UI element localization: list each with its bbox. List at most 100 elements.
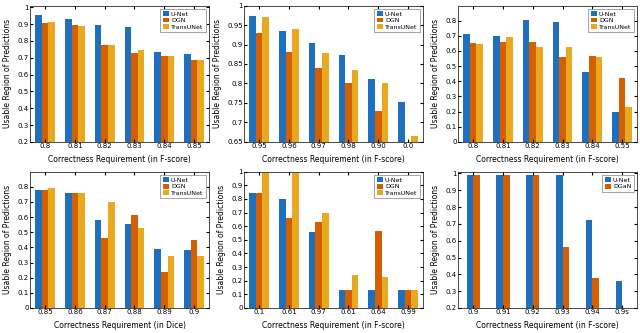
Bar	[322, 53, 328, 333]
Bar	[285, 218, 292, 308]
Bar	[125, 224, 131, 308]
Bar	[49, 22, 55, 175]
Bar	[184, 250, 191, 308]
X-axis label: Correctness Requirement (in F-score): Correctness Requirement (in F-score)	[262, 155, 405, 164]
Bar	[536, 47, 543, 142]
Bar	[35, 190, 42, 308]
Bar	[412, 136, 418, 333]
Bar	[279, 199, 285, 308]
Bar	[398, 102, 404, 333]
Bar	[476, 44, 483, 142]
Bar	[316, 222, 322, 308]
Bar	[168, 256, 174, 308]
Bar	[138, 228, 144, 308]
Bar	[78, 26, 84, 175]
Bar	[619, 78, 625, 142]
Bar	[529, 42, 536, 142]
Bar	[309, 232, 316, 308]
Bar	[381, 277, 388, 308]
Bar	[262, 17, 269, 333]
Bar	[42, 23, 49, 175]
Bar	[352, 70, 358, 333]
Legend: U-Net, DGN, TransUNet: U-Net, DGN, TransUNet	[374, 9, 420, 32]
Bar	[473, 175, 480, 333]
Bar	[589, 56, 596, 142]
Bar	[375, 231, 381, 308]
Y-axis label: Usable Region of Predictions: Usable Region of Predictions	[431, 185, 440, 294]
Bar	[412, 290, 418, 308]
Bar	[526, 175, 532, 333]
Bar	[256, 33, 262, 333]
Bar	[612, 112, 619, 142]
Bar	[345, 84, 352, 333]
Bar	[497, 175, 503, 333]
X-axis label: Correctness Requirement (in F-score): Correctness Requirement (in F-score)	[476, 321, 619, 330]
Bar	[559, 57, 566, 142]
Bar	[131, 53, 138, 175]
Bar	[161, 56, 168, 175]
Bar	[596, 57, 602, 142]
Bar	[470, 43, 476, 142]
Bar	[95, 25, 101, 175]
Bar	[616, 281, 622, 333]
Bar	[309, 43, 316, 333]
Bar	[523, 20, 529, 142]
Bar	[65, 193, 72, 308]
Bar	[35, 15, 42, 175]
Bar	[292, 173, 299, 308]
Bar	[506, 37, 513, 142]
Bar	[72, 25, 78, 175]
Bar	[500, 42, 506, 142]
Y-axis label: Usable Region of Predictions: Usable Region of Predictions	[431, 19, 440, 128]
Bar	[566, 47, 572, 142]
Y-axis label: Usable Region of Predictions: Usable Region of Predictions	[3, 19, 12, 128]
Bar	[322, 212, 328, 308]
Bar	[285, 52, 292, 333]
Bar	[250, 193, 256, 308]
X-axis label: Correctness Requirement (in Dice): Correctness Requirement (in Dice)	[54, 321, 186, 330]
Bar	[78, 193, 84, 308]
Bar	[161, 272, 168, 308]
Bar	[108, 45, 115, 175]
Bar	[503, 175, 509, 333]
Bar	[352, 275, 358, 308]
Legend: U-Net, DGaN: U-Net, DGaN	[602, 175, 634, 192]
Legend: U-Net, DGN, TransUNet: U-Net, DGN, TransUNet	[374, 175, 420, 198]
Bar	[622, 327, 628, 333]
Y-axis label: Usable Region of Predictions: Usable Region of Predictions	[3, 185, 12, 294]
Bar	[582, 72, 589, 142]
X-axis label: Correctness Requirement (in F-score): Correctness Requirement (in F-score)	[476, 155, 619, 164]
Y-axis label: Usable Region of Predictions: Usable Region of Predictions	[212, 19, 221, 128]
Bar	[101, 237, 108, 308]
Bar	[197, 256, 204, 308]
Legend: U-Net, DGN, TransUNet: U-Net, DGN, TransUNet	[160, 9, 206, 32]
Legend: U-Net, DGN, TransUNet: U-Net, DGN, TransUNet	[160, 175, 206, 198]
Bar	[404, 290, 412, 308]
Bar	[586, 220, 592, 333]
Bar	[49, 188, 55, 308]
Bar	[316, 68, 322, 333]
Bar	[191, 240, 197, 308]
Bar	[184, 54, 191, 175]
Bar	[262, 173, 269, 308]
X-axis label: Correctness Requirement (in F-score): Correctness Requirement (in F-score)	[48, 155, 191, 164]
Bar	[375, 111, 381, 333]
Bar	[625, 107, 632, 142]
Bar	[339, 55, 345, 333]
Bar	[592, 278, 599, 333]
Bar	[154, 249, 161, 308]
Bar	[467, 175, 473, 333]
Bar	[493, 36, 500, 142]
Bar	[404, 154, 412, 333]
Bar	[72, 193, 78, 308]
Bar	[292, 29, 299, 333]
Bar	[369, 290, 375, 308]
Bar	[197, 60, 204, 175]
Bar	[532, 175, 540, 333]
Bar	[398, 290, 404, 308]
Bar	[563, 247, 569, 333]
Bar	[168, 56, 174, 175]
Bar	[381, 84, 388, 333]
Bar	[191, 60, 197, 175]
Bar	[95, 220, 101, 308]
